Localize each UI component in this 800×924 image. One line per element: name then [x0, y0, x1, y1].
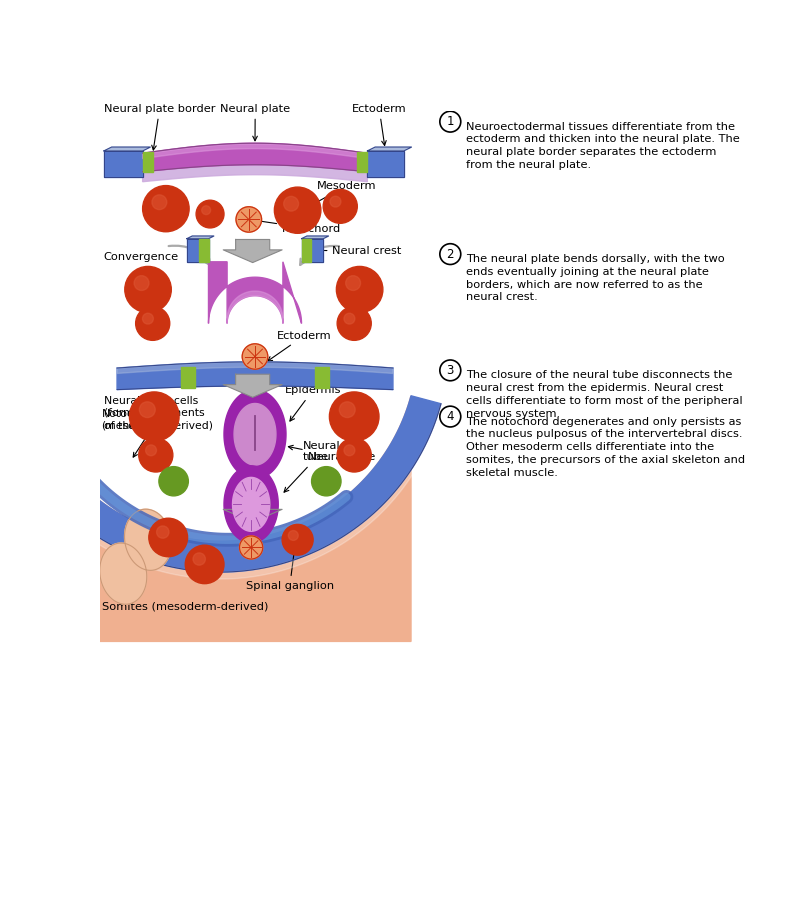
Circle shape — [193, 553, 206, 565]
Polygon shape — [142, 143, 367, 172]
Circle shape — [330, 196, 341, 207]
Circle shape — [159, 467, 188, 496]
Circle shape — [149, 518, 187, 556]
Polygon shape — [302, 238, 323, 261]
Text: Neural tube: Neural tube — [288, 445, 375, 462]
Polygon shape — [302, 238, 310, 261]
Polygon shape — [125, 509, 171, 570]
Circle shape — [186, 545, 224, 584]
Circle shape — [311, 467, 341, 496]
Circle shape — [339, 402, 355, 418]
Circle shape — [146, 444, 157, 456]
Text: Epidermis: Epidermis — [285, 385, 341, 421]
Circle shape — [125, 266, 171, 312]
Polygon shape — [117, 362, 393, 373]
Circle shape — [337, 438, 371, 472]
Circle shape — [288, 530, 298, 541]
Polygon shape — [224, 466, 278, 542]
Polygon shape — [30, 395, 411, 641]
Circle shape — [346, 275, 361, 290]
Polygon shape — [358, 152, 367, 172]
Text: The neural plate bends dorsally, with the two
ends eventually joining at the neu: The neural plate bends dorsally, with th… — [466, 254, 725, 302]
Circle shape — [337, 307, 371, 340]
Text: Notochord
(mesoderm-derived): Notochord (mesoderm-derived) — [102, 408, 214, 457]
Circle shape — [242, 344, 268, 370]
Polygon shape — [367, 151, 404, 177]
Polygon shape — [187, 238, 209, 261]
Text: Notochord: Notochord — [253, 218, 342, 234]
Circle shape — [136, 307, 170, 340]
Circle shape — [323, 189, 358, 224]
Circle shape — [138, 438, 173, 472]
Polygon shape — [234, 404, 276, 465]
Text: Convergence: Convergence — [104, 252, 179, 262]
Polygon shape — [182, 367, 195, 388]
Text: Neural
tube: Neural tube — [284, 441, 341, 492]
Polygon shape — [367, 147, 411, 151]
Circle shape — [284, 196, 298, 212]
Polygon shape — [223, 374, 282, 397]
Polygon shape — [224, 390, 286, 479]
Polygon shape — [223, 239, 282, 262]
Polygon shape — [187, 236, 214, 238]
Polygon shape — [314, 367, 329, 388]
Circle shape — [242, 471, 268, 496]
Polygon shape — [209, 261, 302, 323]
Text: Neural crest: Neural crest — [310, 246, 402, 256]
Polygon shape — [233, 478, 270, 531]
Text: Mesoderm: Mesoderm — [313, 181, 377, 204]
Circle shape — [274, 187, 321, 233]
Text: Spinal ganglion: Spinal ganglion — [246, 547, 334, 591]
Circle shape — [134, 275, 149, 290]
Text: Neural plate: Neural plate — [220, 103, 290, 140]
Text: Neural crest cells
(form components
of the PNS): Neural crest cells (form components of t… — [104, 395, 205, 431]
Text: The notochord degenerates and only persists as
the nucleus pulposus of the inter: The notochord degenerates and only persi… — [466, 417, 745, 478]
Text: Somites (mesoderm-derived): Somites (mesoderm-derived) — [102, 602, 268, 611]
Polygon shape — [142, 152, 153, 172]
Circle shape — [330, 392, 379, 441]
Polygon shape — [0, 395, 441, 572]
Circle shape — [344, 313, 355, 324]
Circle shape — [236, 207, 262, 232]
Polygon shape — [0, 404, 441, 579]
Circle shape — [202, 206, 210, 214]
Text: 4: 4 — [446, 410, 454, 423]
Text: Neural plate border: Neural plate border — [104, 103, 215, 150]
Polygon shape — [100, 543, 146, 604]
Circle shape — [282, 525, 313, 555]
Text: Ectoderm: Ectoderm — [267, 331, 331, 361]
Text: The closure of the neural tube disconnects the
neural crest from the epidermis. : The closure of the neural tube disconnec… — [466, 371, 742, 419]
Polygon shape — [104, 151, 142, 177]
Circle shape — [196, 201, 224, 228]
Circle shape — [130, 392, 179, 441]
Circle shape — [344, 444, 355, 456]
Text: 1: 1 — [446, 116, 454, 128]
Text: Neuroectodermal tissues differentiate from the
ectoderm and thicken into the neu: Neuroectodermal tissues differentiate fr… — [466, 122, 739, 170]
Circle shape — [139, 402, 155, 418]
Polygon shape — [199, 238, 209, 261]
Circle shape — [152, 195, 167, 210]
Circle shape — [157, 526, 169, 538]
Polygon shape — [142, 164, 367, 182]
Polygon shape — [227, 291, 283, 323]
Polygon shape — [223, 499, 282, 522]
Polygon shape — [117, 362, 393, 390]
Circle shape — [336, 266, 383, 312]
Text: Ectoderm: Ectoderm — [352, 103, 406, 145]
Polygon shape — [142, 144, 367, 159]
Circle shape — [142, 186, 189, 232]
Polygon shape — [302, 236, 329, 238]
Circle shape — [239, 536, 262, 559]
Text: 2: 2 — [446, 248, 454, 261]
Text: 3: 3 — [446, 364, 454, 377]
Circle shape — [142, 313, 154, 324]
Polygon shape — [104, 147, 150, 151]
